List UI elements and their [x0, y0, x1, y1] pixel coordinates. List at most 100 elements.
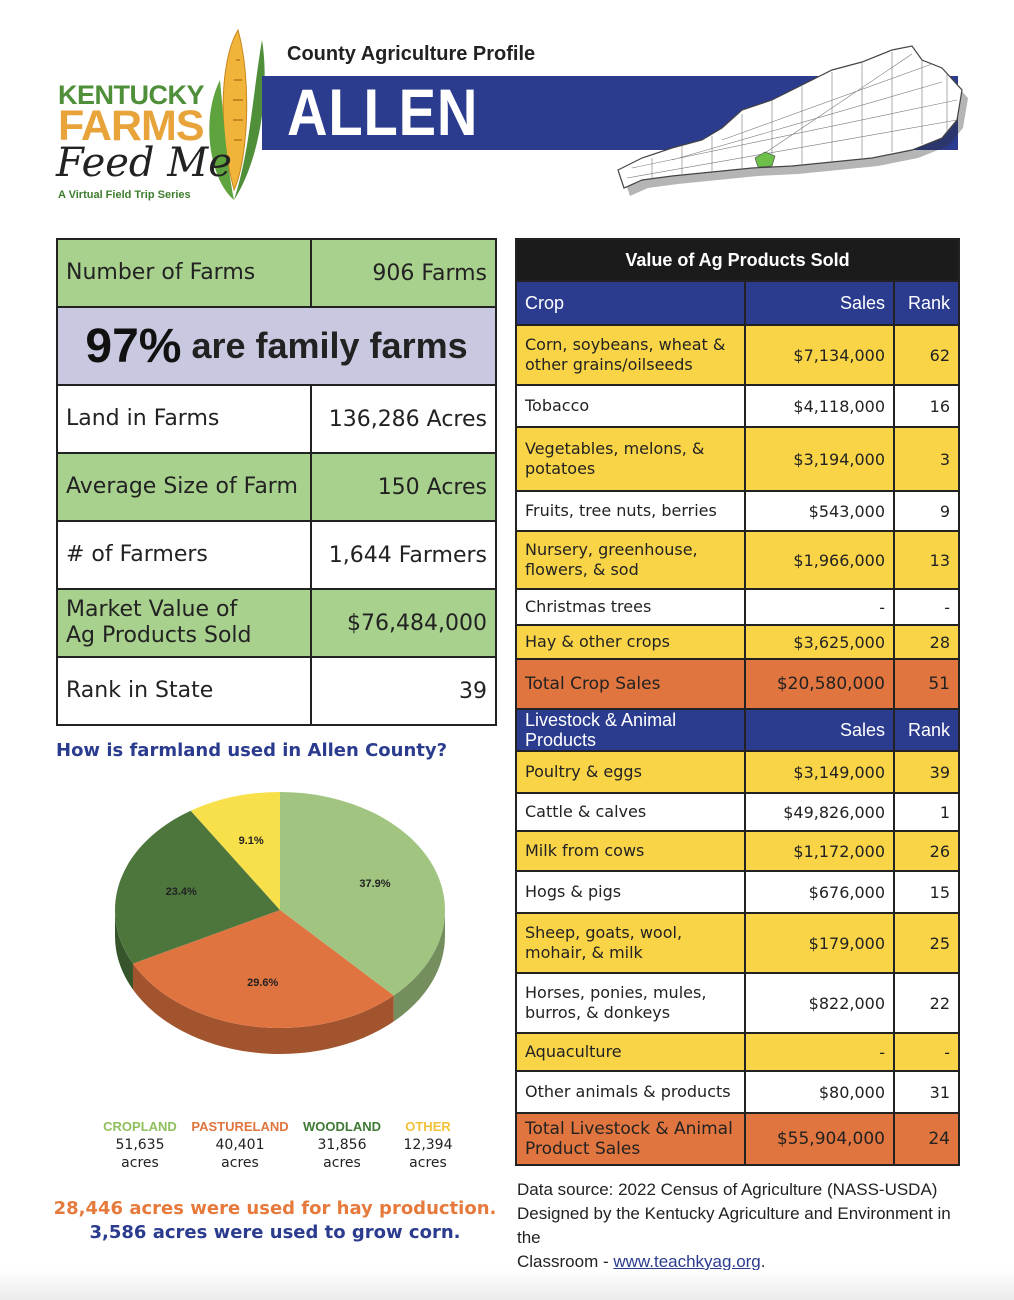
table-row: Fruits, tree nuts, berries $543,000 9 — [517, 492, 958, 532]
crop-rank-header: Rank — [907, 292, 950, 313]
crop-total-sales: $20,580,000 — [746, 660, 895, 708]
pie-label-woodland: 23.4% — [166, 886, 197, 898]
products-title: Value of Ag Products Sold — [517, 240, 958, 282]
source-line3: Classroom - www.teachkyag.org. — [517, 1250, 957, 1274]
livestock-total-row: Total Livestock & Animal Product Sales $… — [517, 1114, 958, 1164]
farms-row: Number of Farms 906 Farms — [58, 240, 495, 308]
land-label: Land in Farms — [58, 386, 312, 452]
row-sales: $1,172,000 — [746, 832, 895, 870]
pie-slice-other — [190, 792, 280, 910]
row-sales: $676,000 — [746, 872, 895, 912]
farmers-label: # of Farmers — [58, 522, 312, 588]
row-sales: $3,149,000 — [746, 752, 895, 792]
pie-slice-pastureland — [132, 910, 394, 1028]
farms-value: 906 Farms — [372, 260, 487, 286]
market-label-line1: Market Value of — [66, 597, 238, 622]
row-name: Christmas trees — [517, 590, 746, 624]
logo-kentucky: KENTUCKY — [58, 80, 205, 110]
legend-other-acres: 12,394 — [403, 1137, 453, 1153]
source-line3-suffix: . — [760, 1252, 766, 1271]
row-name: Hogs & pigs — [517, 872, 746, 912]
row-name: Sheep, goats, wool, mohair, & milk — [517, 914, 746, 972]
market-label: Market Value of Ag Products Sold — [58, 590, 312, 656]
row-name: Hay & other crops — [517, 626, 746, 658]
teachkyag-link[interactable]: www.teachkyag.org — [613, 1252, 761, 1271]
landuse-pie-chart: 37.9% 29.6% 23.4% 9.1% — [114, 792, 445, 1054]
crop-total-row: Total Crop Sales $20,580,000 51 — [517, 660, 958, 710]
legend-woodland: WOODLAND 31,856 acres — [292, 1118, 392, 1172]
row-name: Milk from cows — [517, 832, 746, 870]
row-sales: - — [746, 1034, 895, 1070]
avg-size-row: Average Size of Farm 150 Acres — [58, 454, 495, 522]
row-sales: $3,194,000 — [746, 428, 895, 490]
corn-icon — [209, 28, 265, 200]
livestock-header-row: Livestock & Animal Products Sales Rank — [517, 710, 958, 752]
row-rank: 26 — [929, 841, 950, 861]
table-row: Horses, ponies, mules, burros, & donkeys… — [517, 974, 958, 1034]
row-rank: - — [944, 1042, 950, 1062]
livestock-total-name: Total Livestock & Animal Product Sales — [517, 1114, 746, 1164]
row-name: Cattle & calves — [517, 794, 746, 830]
row-rank: 15 — [929, 882, 950, 902]
crop-header-row: Crop Sales Rank — [517, 282, 958, 326]
livestock-header: Livestock & Animal Products — [517, 710, 746, 750]
logo-feed-me: Feed Me — [56, 140, 232, 186]
crop-header: Crop — [517, 282, 746, 324]
row-sales: $179,000 — [746, 914, 895, 972]
row-sales: $1,966,000 — [746, 532, 895, 588]
row-rank: 28 — [929, 632, 950, 652]
land-row: Land in Farms 136,286 Acres — [58, 386, 495, 454]
profile-label: County Agriculture Profile — [287, 43, 536, 65]
legend-cropland-unit: acres — [121, 1155, 159, 1171]
farms-label: Number of Farms — [58, 240, 312, 306]
table-row: Poultry & eggs $3,149,000 39 — [517, 752, 958, 794]
legend-cropland: CROPLAND 51,635 acres — [90, 1118, 190, 1172]
row-name: Nursery, greenhouse, flowers, & sod — [517, 532, 746, 588]
pie-slice-woodland — [114, 810, 280, 964]
row-sales: $3,625,000 — [746, 626, 895, 658]
bottom-band — [0, 1270, 1014, 1300]
farmers-row: # of Farmers 1,644 Farmers — [58, 522, 495, 590]
avg-size-value: 150 Acres — [377, 474, 487, 500]
products-table: Value of Ag Products Sold Crop Sales Ran… — [515, 238, 960, 1166]
row-rank: 3 — [939, 449, 950, 469]
table-row: Hay & other crops $3,625,000 28 — [517, 626, 958, 660]
row-name: Aquaculture — [517, 1034, 746, 1070]
table-row: Aquaculture - - — [517, 1034, 958, 1072]
table-row: Milk from cows $1,172,000 26 — [517, 832, 958, 872]
rank-label: Rank in State — [58, 658, 312, 724]
avg-size-label: Average Size of Farm — [58, 454, 312, 520]
livestock-total-rank: 24 — [928, 1129, 950, 1149]
row-name: Other animals & products — [517, 1072, 746, 1112]
table-row: Cattle & calves $49,826,000 1 — [517, 794, 958, 832]
market-row: Market Value of Ag Products Sold $76,484… — [58, 590, 495, 658]
legend-other: OTHER 12,394 acres — [378, 1118, 478, 1172]
summary-table: Number of Farms 906 Farms 97% are family… — [56, 238, 497, 726]
livestock-total-sales: $55,904,000 — [746, 1114, 895, 1164]
row-rank: 39 — [929, 762, 950, 782]
row-rank: 22 — [929, 993, 950, 1013]
row-name: Poultry & eggs — [517, 752, 746, 792]
row-rank: 9 — [939, 501, 950, 521]
source-line1: Data source: 2022 Census of Agriculture … — [517, 1180, 938, 1199]
market-value: $76,484,000 — [347, 610, 487, 636]
legend-pastureland-acres: 40,401 — [215, 1137, 265, 1153]
farmers-value: 1,644 Farmers — [328, 542, 487, 568]
legend-woodland-acres: 31,856 — [317, 1137, 367, 1153]
market-label-line2: Ag Products Sold — [66, 623, 252, 648]
livestock-rank-header: Rank — [907, 719, 950, 740]
pie-label-other: 9.1% — [239, 835, 264, 847]
rank-row: Rank in State 39 — [58, 658, 495, 724]
row-rank: 62 — [929, 345, 950, 365]
crop-sales-header: Sales — [746, 282, 895, 324]
row-rank: - — [944, 597, 950, 617]
table-row: Sheep, goats, wool, mohair, & milk $179,… — [517, 914, 958, 974]
row-name: Corn, soybeans, wheat & other grains/oil… — [517, 326, 746, 384]
row-sales: $822,000 — [746, 974, 895, 1032]
row-rank: 13 — [929, 550, 950, 570]
land-value: 136,286 Acres — [328, 406, 487, 432]
livestock-sales-header: Sales — [746, 710, 895, 750]
pie-side-woodland — [115, 910, 133, 990]
table-row: Other animals & products $80,000 31 — [517, 1072, 958, 1114]
row-sales: $4,118,000 — [746, 386, 895, 426]
